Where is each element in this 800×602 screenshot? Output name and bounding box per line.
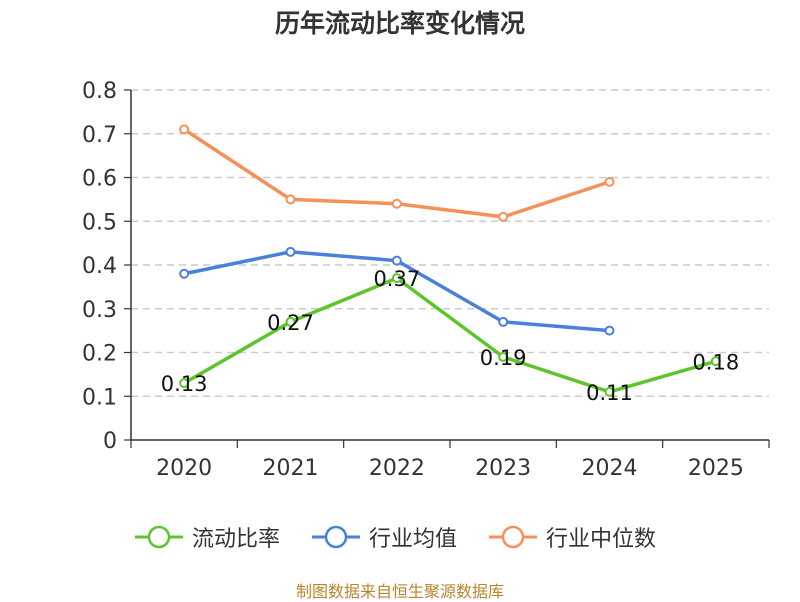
data-point — [179, 124, 190, 135]
chart-title: 历年流动比率变化情况 — [274, 9, 525, 38]
legend-line-icon — [489, 525, 537, 549]
y-tick-label: 0.4 — [82, 254, 117, 279]
data-label: 0.18 — [692, 350, 739, 374]
data-point — [604, 325, 615, 336]
legend-item: 行业均值 — [311, 520, 457, 554]
legend-line-icon — [312, 525, 360, 549]
x-tick-label: 2024 — [582, 456, 638, 481]
data-point — [710, 356, 721, 367]
data-point — [391, 273, 402, 284]
legend-line-icon — [135, 525, 183, 549]
legend-label: 行业均值 — [369, 527, 458, 552]
legend: 流动比率 行业均值 行业中位数 — [0, 520, 800, 554]
legend-label: 流动比率 — [192, 527, 281, 552]
x-tick-label: 2021 — [263, 456, 319, 481]
series-line — [183, 276, 717, 394]
data-point — [179, 378, 190, 389]
data-point — [285, 316, 296, 327]
data-point — [391, 198, 402, 209]
data-point — [498, 316, 509, 327]
data-point — [498, 351, 509, 362]
y-tick-label: 0 — [103, 429, 117, 454]
legend-label: 行业中位数 — [546, 527, 657, 552]
x-tick-label: 2020 — [156, 456, 212, 481]
data-label: 0.11 — [586, 381, 633, 405]
y-tick-label: 0.5 — [82, 210, 117, 235]
legend-item: 流动比率 — [134, 520, 280, 554]
y-tick-label: 0.3 — [82, 298, 117, 323]
data-point — [604, 386, 615, 397]
legend-item: 行业中位数 — [488, 520, 656, 554]
line-chart: 0 0.1 0.2 0.3 0.4 0.5 0.6 0.7 0.8 2020 2021 2022 202… — [82, 79, 770, 481]
x-tick-label: 2025 — [688, 456, 744, 481]
data-label: 0.19 — [480, 346, 527, 370]
data-point — [604, 176, 615, 187]
data-label: 0.37 — [373, 267, 420, 291]
y-tick-label: 0.6 — [82, 167, 117, 192]
data-point — [391, 255, 402, 266]
data-source-note: 制图数据来自恒生聚源数据库 — [295, 582, 504, 601]
y-tick-label: 0.7 — [82, 123, 117, 148]
y-tick-label: 0.1 — [82, 385, 117, 410]
data-label: 0.27 — [267, 311, 314, 335]
data-point — [498, 211, 509, 222]
x-tick-label: 2022 — [369, 456, 425, 481]
y-tick-label: 0.8 — [82, 79, 117, 104]
data-point — [285, 246, 296, 257]
y-tick-label: 0.2 — [82, 342, 117, 367]
data-label: 0.13 — [161, 372, 208, 396]
data-point — [285, 194, 296, 205]
x-tick-label: 2023 — [475, 456, 531, 481]
data-point — [179, 268, 190, 279]
